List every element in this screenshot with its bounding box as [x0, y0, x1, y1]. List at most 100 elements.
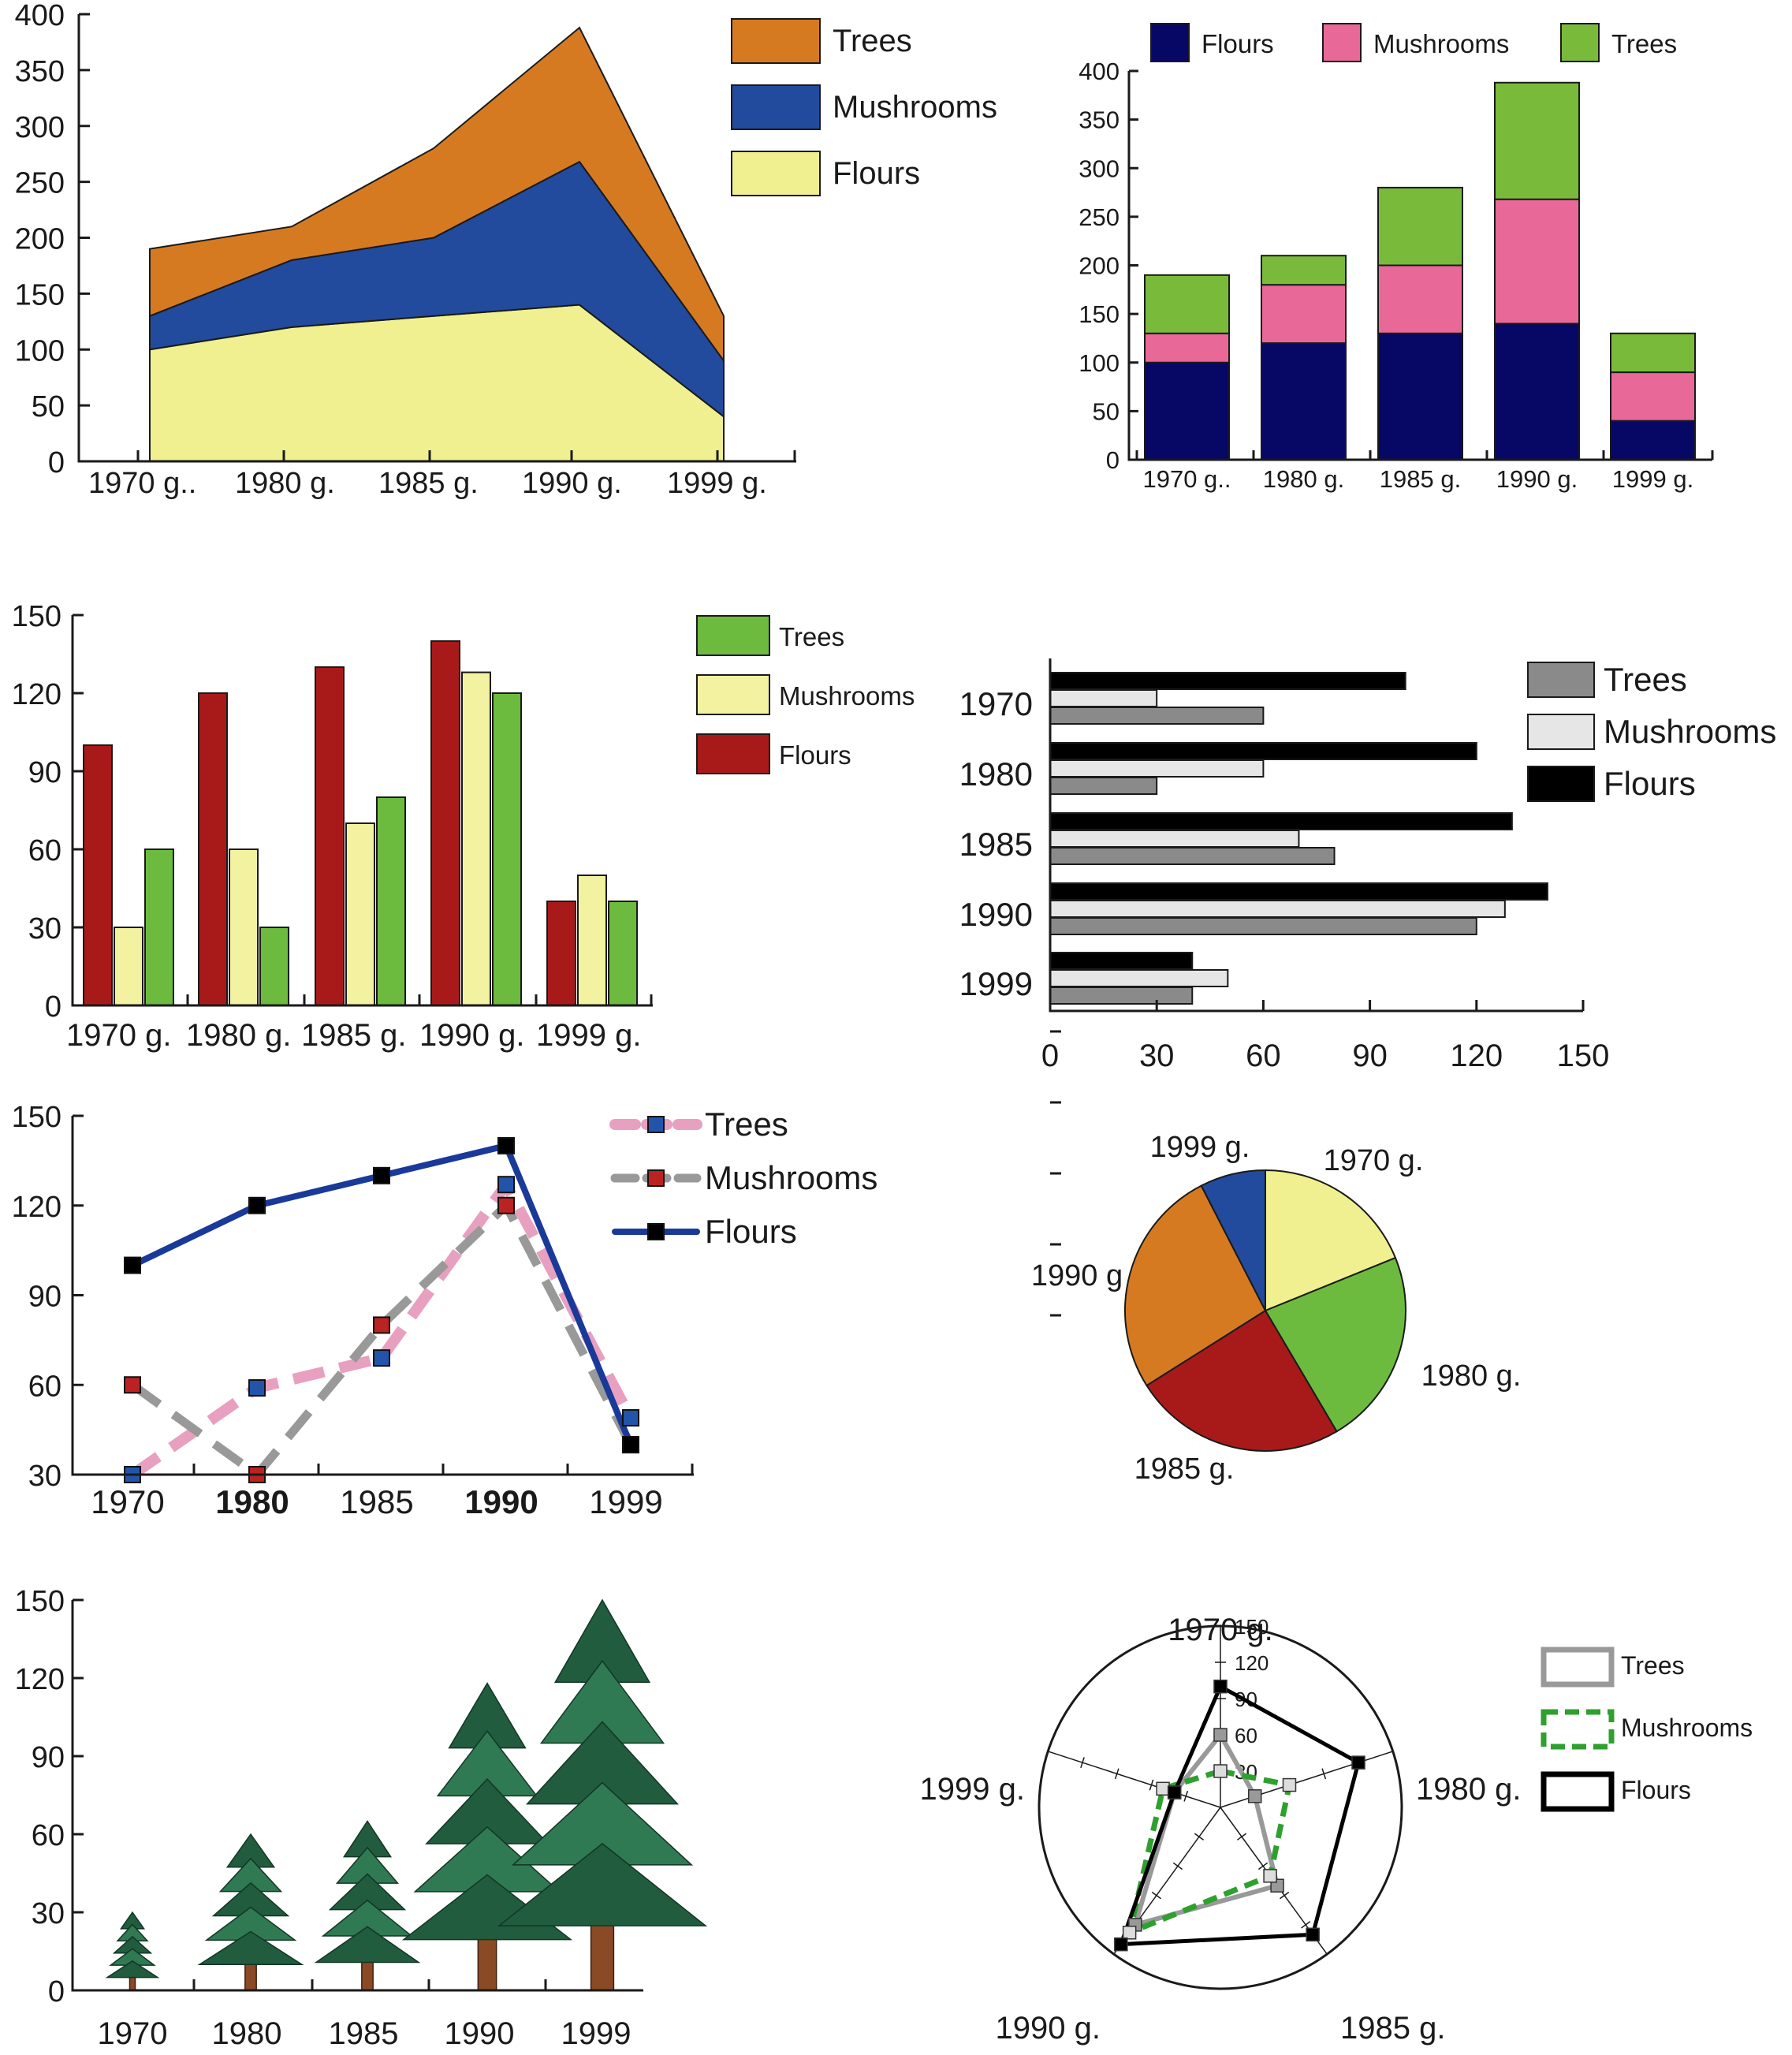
x-tick-label: 1980 g. [1263, 465, 1344, 493]
y-tick-label: 150 [1079, 300, 1120, 328]
legend-swatch [1527, 766, 1595, 802]
slice-label: 1999 g. [1150, 1131, 1250, 1164]
radar-marker-mushrooms [1282, 1777, 1297, 1792]
radar-axis-label: 1970 g. [1168, 1613, 1272, 1647]
line-chart: 30 60 90 120 150 1970 1980 1985 1990 1999 Trees Mus… [12, 1101, 878, 1520]
legend-label: Trees [1604, 661, 1687, 698]
bar-flours [315, 666, 345, 1006]
y-tick-label: 100 [15, 334, 65, 367]
y-tick-label: 30 [28, 1460, 61, 1493]
bar-flours [1144, 361, 1230, 461]
marker-mushrooms [497, 1196, 515, 1214]
tree-icon [197, 1833, 304, 1991]
bar-trees [1049, 917, 1477, 935]
radar-axis-label: 1990 g. [996, 2011, 1101, 2046]
radar-tick [1194, 1833, 1205, 1841]
marker-flours [124, 1256, 141, 1274]
x-tick-label: 1990 [445, 2016, 515, 2051]
tree-foliage [197, 1930, 304, 1966]
y-tick-label: 1999 [959, 965, 1033, 1002]
y-tick-label: 0 [1106, 446, 1120, 474]
pie-slice [1265, 1169, 1397, 1312]
bar-flours [1049, 952, 1194, 970]
x-tick-label: 60 [1246, 1039, 1281, 1073]
line-mushrooms [129, 1201, 635, 1479]
bar-mushrooms [1049, 969, 1229, 987]
legend-swatch [696, 733, 770, 774]
y-tick-label: 0 [45, 990, 61, 1024]
line-trees [129, 1179, 636, 1479]
bar-flours [1049, 882, 1548, 901]
slice-label: 1980 g. [1421, 1359, 1522, 1393]
bar-mushrooms [1049, 900, 1506, 918]
bar-mushrooms [345, 822, 375, 1006]
legend-label: Flours [779, 740, 851, 770]
radar-marker-mushrooms [1156, 1781, 1170, 1796]
bar-mushrooms [114, 927, 143, 1006]
y-tick-label: 400 [15, 0, 65, 32]
marker-trees [497, 1176, 515, 1194]
pie-slice [1146, 1309, 1338, 1452]
radar-tick [1280, 1891, 1290, 1900]
legend-swatch [731, 84, 821, 130]
radar-tick-label: 120 [1235, 1651, 1269, 1675]
y-tick-label: 50 [32, 390, 65, 423]
y-tick-label: 60 [28, 834, 61, 867]
bar-flours [1610, 420, 1696, 461]
y-tick-label: 30 [32, 1897, 65, 1930]
y-tick-label: 150 [15, 1585, 65, 1618]
marker-flours [622, 1436, 639, 1454]
y-tick-label: 0 [48, 446, 65, 479]
radar-tick [1183, 1790, 1189, 1802]
y-tick-label: 90 [32, 1741, 65, 1774]
x-tick-label: 1980 g. [186, 1018, 291, 1053]
radar-marker-trees [1247, 1789, 1262, 1803]
tree-pictogram-chart: 0 30 60 90 120 150 1970 1980 1985 1990 1999 [15, 1585, 708, 2051]
y-tick-label: 0 [48, 1975, 65, 2008]
y-tick-label: 1970 [959, 685, 1033, 722]
radar-marker-flours [1306, 1927, 1320, 1942]
slice-label: 1990 g [1031, 1259, 1123, 1292]
x-tick-label: 1985 g. [1380, 465, 1461, 493]
x-tick-label: 1985 [329, 2016, 399, 2051]
marker-flours [373, 1166, 390, 1184]
legend-marker [647, 1116, 665, 1133]
x-tick-label: 150 [1557, 1039, 1610, 1073]
bar-trees [1494, 81, 1580, 200]
x-tick-label: 1990 [464, 1483, 538, 1520]
legend-marker [647, 1223, 665, 1240]
radar-marker-trees [1213, 1728, 1228, 1742]
x-tick-label: 1999 g. [667, 467, 767, 500]
y-tick-label: 60 [32, 1819, 65, 1852]
legend-label: Mushrooms [779, 681, 915, 710]
x-tick-label: 1970 g. [66, 1018, 171, 1053]
radar-marker-flours [1114, 1937, 1128, 1952]
pie-chart: 1970 g. 1980 g. 1985 g. 1990 g 1999 g. [1031, 1131, 1522, 1486]
bar-trees [1377, 186, 1463, 267]
legend-swatch [1560, 23, 1600, 62]
marker-trees [248, 1379, 266, 1397]
bar-flours [546, 901, 576, 1006]
x-tick-label: 1980 g. [235, 467, 335, 500]
x-tick-label: 1980 [215, 1483, 289, 1520]
tree-icon [401, 1682, 573, 1991]
bar-mushrooms [1049, 830, 1300, 848]
legend-label: Mushrooms [1621, 1714, 1753, 1742]
y-tick-label: 150 [12, 600, 61, 633]
slice-label: 1970 g. [1324, 1144, 1424, 1177]
radar-axis-label: 1985 g. [1340, 2011, 1445, 2046]
legend-label: Flours [1604, 765, 1696, 802]
bar-trees [1049, 847, 1336, 865]
x-tick-label: 1999 g. [536, 1018, 641, 1053]
x-tick-label: 1970 [98, 2016, 168, 2051]
radar-tick [1301, 1921, 1311, 1929]
y-tick-label: 120 [15, 1663, 65, 1696]
y-tick-label: 400 [1079, 58, 1120, 85]
y-tick-label: 200 [1079, 252, 1120, 280]
radar-tick [1045, 1746, 1051, 1757]
x-tick-label: 1985 [340, 1483, 413, 1520]
tree-icon [497, 1598, 708, 1991]
bar-mushrooms [1144, 332, 1230, 364]
bar-trees [144, 848, 174, 1006]
